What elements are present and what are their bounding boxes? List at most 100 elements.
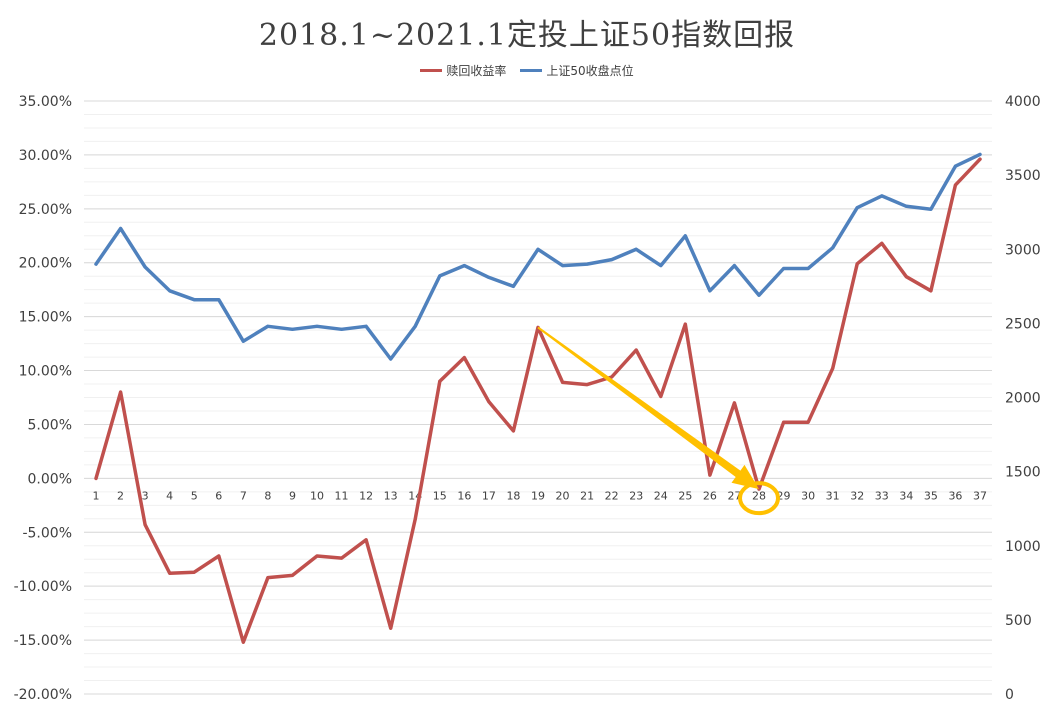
legend: 赎回收益率 上证50收盘点位: [0, 62, 1054, 79]
data-point: [438, 274, 442, 278]
x-tick-label: 6: [215, 489, 222, 502]
chart-title: 2018.1~2021.1定投上证50指数回报: [258, 18, 796, 53]
data-point: [904, 275, 908, 279]
x-tick-label: 34: [899, 489, 913, 502]
x-tick-label: 26: [703, 489, 717, 502]
y-right-tick-label: 3500: [1005, 168, 1041, 184]
data-point: [217, 298, 221, 302]
data-point: [511, 429, 515, 433]
legend-label-index: 上证50收盘点位: [546, 64, 634, 78]
x-tick-label: 37: [973, 489, 987, 502]
data-point: [732, 401, 736, 405]
y-left-tick-label: 10.00%: [19, 364, 72, 380]
data-point: [119, 390, 123, 394]
data-point: [168, 571, 172, 575]
data-point: [978, 157, 982, 161]
x-tick-label: 18: [506, 489, 520, 502]
data-point: [364, 538, 368, 542]
data-point: [634, 247, 638, 251]
data-point: [683, 322, 687, 326]
data-point: [94, 262, 98, 266]
x-tick-label: 21: [580, 489, 594, 502]
data-point: [168, 289, 172, 293]
data-point: [511, 284, 515, 288]
x-tick-label: 36: [948, 489, 962, 502]
x-tick-label: 29: [777, 489, 791, 502]
data-point: [192, 570, 196, 574]
x-tick-label: 15: [433, 489, 447, 502]
data-point: [290, 573, 294, 577]
data-point: [561, 380, 565, 384]
x-tick-label: 33: [875, 489, 889, 502]
data-point: [340, 556, 344, 560]
data-point: [462, 356, 466, 360]
data-point: [782, 267, 786, 271]
x-tick-label: 10: [310, 489, 324, 502]
data-point: [659, 394, 663, 398]
y-left-tick-label: 30.00%: [19, 148, 72, 164]
x-tick-label: 8: [264, 489, 271, 502]
data-point: [757, 293, 761, 297]
x-tick-label: 22: [605, 489, 619, 502]
x-tick-label: 31: [826, 489, 840, 502]
data-point: [831, 366, 835, 370]
legend-swatch-return: [420, 69, 443, 72]
data-point: [880, 194, 884, 198]
x-tick-label: 3: [142, 489, 149, 502]
x-tick-label: 12: [359, 489, 373, 502]
x-tick-label: 32: [850, 489, 864, 502]
legend-swatch-index: [520, 69, 543, 72]
x-tick-label: 24: [654, 489, 668, 502]
data-point: [266, 324, 270, 328]
y-left-tick-label: -5.00%: [22, 525, 72, 541]
y-right-tick-label: 1000: [1005, 539, 1041, 555]
annotation-arrow: [537, 326, 759, 490]
data-point: [806, 420, 810, 424]
legend-item-return: 赎回收益率: [420, 62, 506, 79]
data-point: [536, 247, 540, 251]
y-right-tick-label: 0: [1005, 687, 1014, 703]
data-point: [315, 554, 319, 558]
data-point: [855, 262, 859, 266]
data-point: [94, 476, 98, 480]
data-point: [241, 640, 245, 644]
y-left-tick-label: 25.00%: [19, 202, 72, 218]
y-left-tick-label: 20.00%: [19, 256, 72, 272]
data-point: [462, 264, 466, 268]
data-point: [413, 324, 417, 328]
y-right-tick-label: 3000: [1005, 242, 1041, 258]
data-point: [634, 348, 638, 352]
data-point: [732, 264, 736, 268]
data-point: [929, 289, 933, 293]
data-point: [708, 289, 712, 293]
data-point: [192, 298, 196, 302]
y-right-tick-label: 1500: [1005, 465, 1041, 481]
data-point: [389, 626, 393, 630]
data-point: [978, 152, 982, 156]
x-tick-label: 17: [482, 489, 496, 502]
data-point: [487, 400, 491, 404]
x-tick-label: 16: [457, 489, 471, 502]
data-point: [143, 523, 147, 527]
data-point: [659, 264, 663, 268]
data-point: [831, 246, 835, 250]
x-tick-label: 2: [117, 489, 124, 502]
data-point: [340, 327, 344, 331]
data-point: [880, 241, 884, 245]
x-tick-label: 7: [240, 489, 247, 502]
x-tick-label: 23: [629, 489, 643, 502]
y-right-tick-label: 2500: [1005, 316, 1041, 332]
data-point: [119, 226, 123, 230]
data-point: [708, 473, 712, 477]
data-point: [585, 262, 589, 266]
data-point: [315, 324, 319, 328]
x-tick-label: 19: [531, 489, 545, 502]
series-line-return: [94, 157, 982, 644]
x-tick-label: 11: [335, 489, 349, 502]
x-tick-label: 35: [924, 489, 938, 502]
data-point: [290, 327, 294, 331]
data-point: [806, 267, 810, 271]
legend-label-return: 赎回收益率: [446, 64, 507, 78]
data-point: [953, 183, 957, 187]
